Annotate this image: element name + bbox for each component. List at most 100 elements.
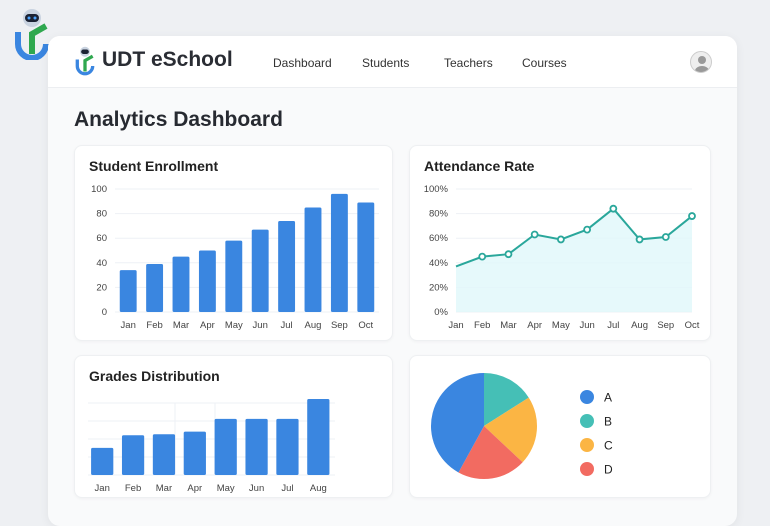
bar — [276, 418, 299, 475]
y-tick-label: 40% — [429, 258, 449, 269]
x-tick-label: Apr — [200, 320, 215, 331]
x-tick-label: Apr — [187, 483, 202, 494]
x-tick-label: Aug — [631, 320, 648, 331]
data-point — [530, 230, 539, 239]
y-tick-label: 0 — [102, 307, 107, 318]
y-tick-label: 60 — [96, 233, 107, 244]
y-tick-label: 100 — [91, 184, 107, 195]
udt-logo-icon — [15, 9, 49, 60]
x-tick-label: Jun — [579, 320, 594, 331]
nav-courses[interactable]: Courses — [522, 56, 567, 70]
x-tick-label: Mar — [173, 320, 189, 331]
y-tick-label: 0% — [434, 307, 448, 318]
page-title: Analytics Dashboard — [74, 108, 283, 131]
legend-swatch-d — [580, 462, 594, 476]
attendance-card: Attendance Rate 0% 20% 40% 60% 80% 100% Jan Feb… — [409, 145, 711, 341]
user-avatar-icon[interactable] — [690, 51, 712, 73]
x-tick-label: Apr — [527, 320, 542, 331]
x-tick-label: Sep — [657, 320, 674, 331]
nav-students[interactable]: Students — [362, 56, 410, 70]
y-tick-label: 20 — [96, 282, 107, 293]
x-tick-label: Aug — [310, 483, 327, 494]
card-title: Grades Distribution — [89, 368, 220, 384]
bar — [278, 220, 296, 312]
nav-dashboard[interactable]: Dashboard — [273, 56, 332, 70]
data-point — [583, 225, 592, 234]
app-window: UDT eSchool Dashboard Students Teachers … — [48, 36, 737, 526]
y-tick-label: 60% — [429, 233, 449, 244]
x-tick-label: Mar — [500, 320, 516, 331]
x-tick-label: Jan — [95, 483, 110, 494]
bar — [146, 264, 164, 312]
x-tick-label: Feb — [474, 320, 490, 331]
attendance-chart: 0% 20% 40% 60% 80% 100% Jan Feb Mar Apr May Jun Jul A… — [424, 184, 700, 331]
brand-name: UDT eSchool — [102, 48, 233, 71]
bar — [198, 250, 216, 312]
y-tick-label: 100% — [424, 184, 449, 195]
x-tick-label: Sep — [331, 320, 348, 331]
bar — [91, 447, 114, 475]
bar — [245, 418, 268, 475]
bar — [119, 270, 137, 312]
bar — [304, 207, 322, 312]
y-tick-label: 20% — [429, 282, 449, 293]
x-tick-label: Oct — [358, 320, 373, 331]
card-title: Student Enrollment — [89, 158, 219, 174]
bar — [152, 434, 176, 475]
x-tick-label: Mar — [156, 483, 172, 494]
x-tick-label: Jun — [249, 483, 264, 494]
legend-label: B — [604, 415, 612, 429]
x-tick-label: May — [552, 320, 570, 331]
bar — [357, 202, 375, 312]
pie-slice-d — [458, 426, 523, 479]
pie-slice-b — [484, 373, 529, 426]
data-point — [478, 252, 487, 261]
y-tick-label: 80% — [429, 209, 449, 220]
bar — [214, 418, 237, 475]
x-tick-label: Oct — [685, 320, 700, 331]
data-point — [661, 233, 670, 241]
data-point — [609, 204, 618, 213]
nav-teachers[interactable]: Teachers — [444, 56, 493, 70]
card-title: Attendance Rate — [424, 158, 535, 174]
bar — [251, 229, 269, 312]
x-tick-label: May — [217, 483, 235, 494]
brand[interactable]: UDT eSchool — [74, 44, 233, 76]
data-point — [635, 235, 644, 244]
grades-chart: Jan Feb Mar Apr May Jun Jul Aug — [88, 399, 335, 494]
area-fill — [456, 208, 692, 312]
x-tick-label: Jan — [448, 320, 463, 331]
data-point — [504, 250, 513, 259]
bar — [183, 431, 206, 475]
udt-logo-icon — [75, 46, 95, 76]
series-line — [455, 207, 693, 268]
enrollment-card: Student Enrollment 0 20 40 60 80 100 Jan Feb Mar… — [74, 145, 393, 341]
x-tick-label: Feb — [125, 483, 141, 494]
legend-label: C — [604, 439, 613, 453]
x-tick-label: Jul — [281, 320, 293, 331]
grades-card: Grades Distribution Jan Feb Mar Apr May Jun Ju… — [74, 355, 393, 498]
enrollment-chart: 0 20 40 60 80 100 Jan Feb Mar Apr May Jun Jul Aug Sep O… — [91, 184, 379, 331]
x-tick-label: Jul — [281, 483, 293, 494]
top-nav-bar: UDT eSchool Dashboard Students Teachers … — [48, 36, 737, 88]
bar — [172, 256, 190, 312]
x-tick-label: Aug — [305, 320, 322, 331]
x-tick-label: Jul — [607, 320, 619, 331]
legend-swatch-b — [580, 414, 594, 428]
data-point — [556, 235, 565, 244]
bar — [330, 193, 348, 312]
pie-slice-c — [484, 397, 537, 463]
bar — [307, 399, 330, 475]
x-tick-label: May — [225, 320, 243, 331]
pie-slice-a — [431, 373, 484, 473]
x-tick-label: Feb — [146, 320, 162, 331]
data-point — [688, 212, 696, 220]
bar — [225, 240, 243, 312]
x-tick-label: Jan — [121, 320, 136, 331]
legend-swatch-a — [580, 390, 594, 404]
bar — [121, 435, 145, 475]
y-tick-label: 80 — [96, 209, 107, 220]
legend-label: D — [604, 463, 613, 477]
y-tick-label: 40 — [96, 258, 107, 269]
